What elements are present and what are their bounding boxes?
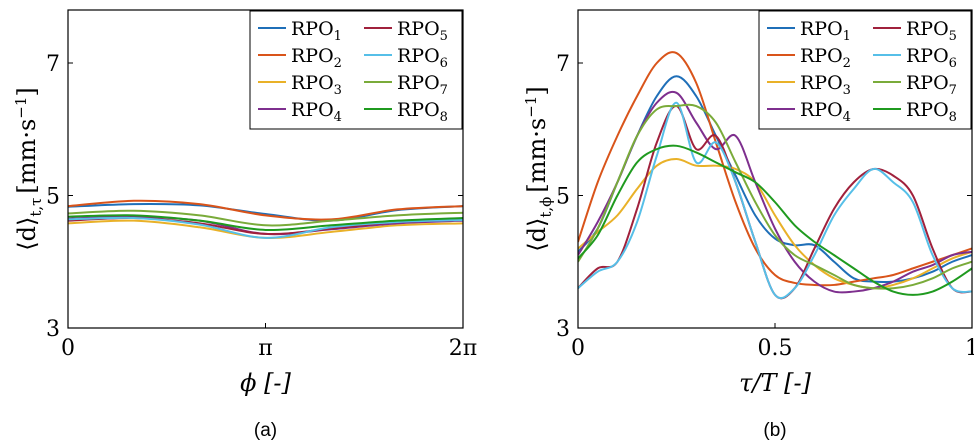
x-tick-label: 0 bbox=[61, 336, 75, 361]
x-tick-label: 0 bbox=[571, 336, 585, 361]
legend-label: RPO2 bbox=[291, 45, 342, 71]
legend-label: RPO4 bbox=[291, 99, 342, 125]
series-line-rpo2 bbox=[68, 199, 463, 221]
legend-label: RPO7 bbox=[397, 72, 448, 98]
legend-box bbox=[249, 10, 463, 130]
legend-label: RPO3 bbox=[800, 72, 851, 98]
x-tick-label: π bbox=[258, 336, 272, 361]
y-tick-label: 7 bbox=[46, 52, 60, 77]
legend-label: RPO3 bbox=[291, 72, 342, 98]
legend-label: RPO6 bbox=[397, 45, 448, 71]
legend-label: RPO5 bbox=[906, 18, 957, 44]
series-line-rpo6 bbox=[68, 216, 463, 239]
x-tick-label: 2π bbox=[449, 336, 477, 361]
series-lines bbox=[578, 51, 972, 300]
legend-label: RPO8 bbox=[397, 99, 448, 125]
series-line-rpo8 bbox=[68, 214, 463, 232]
series-line-rpo6 bbox=[578, 101, 972, 300]
series-line-rpo7 bbox=[68, 209, 463, 227]
series-line-rpo8 bbox=[578, 144, 972, 296]
series-line-rpo7 bbox=[578, 103, 972, 290]
legend-label: RPO2 bbox=[800, 45, 851, 71]
y-tick-label: 3 bbox=[46, 317, 60, 342]
y-tick-label: 5 bbox=[46, 185, 60, 210]
x-axis-label: τ/T [-] bbox=[739, 369, 811, 397]
series-lines bbox=[68, 199, 463, 239]
y-tick-label: 7 bbox=[556, 52, 570, 77]
panel-caption: (a) bbox=[254, 420, 277, 441]
legend-label: RPO6 bbox=[906, 45, 957, 71]
legend-label: RPO1 bbox=[800, 18, 851, 44]
legend-label: RPO5 bbox=[397, 18, 448, 44]
legend-label: RPO1 bbox=[291, 18, 342, 44]
x-axis-label: ϕ [-] bbox=[240, 369, 291, 397]
legend-label: RPO7 bbox=[906, 72, 957, 98]
y-tick-label: 3 bbox=[556, 317, 570, 342]
x-tick-label: 1 bbox=[965, 336, 974, 361]
series-line-rpo3 bbox=[578, 158, 972, 290]
legend-label: RPO4 bbox=[800, 99, 851, 125]
y-tick-label: 5 bbox=[556, 185, 570, 210]
panel-caption: (b) bbox=[763, 420, 786, 441]
x-tick-label: 0.5 bbox=[758, 336, 793, 361]
y-axis-label: ⟨d⟩t,τ[mm·s−1] bbox=[12, 87, 45, 251]
legend-label: RPO8 bbox=[906, 99, 957, 125]
y-axis-label: ⟨d⟩t,ϕ[mm·s−1] bbox=[522, 86, 555, 251]
series-line-rpo2 bbox=[578, 51, 972, 287]
